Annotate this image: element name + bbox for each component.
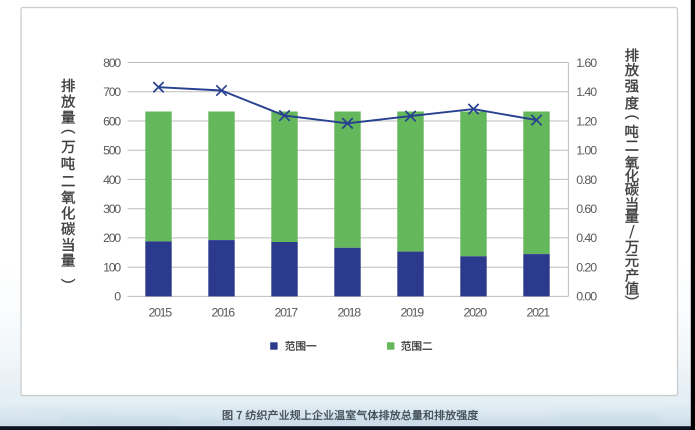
svg-text:100: 100 [103,261,121,275]
svg-text:0: 0 [114,290,121,304]
svg-text:1.60: 1.60 [576,56,597,70]
svg-text:1.00: 1.00 [576,144,597,158]
svg-text:500: 500 [103,144,121,158]
svg-text:2015: 2015 [149,306,173,320]
svg-text:0.40: 0.40 [576,231,597,245]
svg-text:400: 400 [103,173,121,187]
svg-text:700: 700 [103,85,121,99]
svg-text:0.80: 0.80 [576,173,597,187]
svg-text:2018: 2018 [338,306,362,320]
svg-text:2016: 2016 [212,306,236,320]
svg-text:200: 200 [103,231,121,245]
svg-text:600: 600 [103,114,121,128]
svg-text:0.20: 0.20 [576,261,597,275]
svg-text:300: 300 [103,202,121,216]
svg-text:1.40: 1.40 [576,85,597,99]
svg-text:2019: 2019 [401,306,425,320]
svg-text:0.00: 0.00 [576,290,597,304]
svg-text:1.20: 1.20 [576,114,597,128]
svg-text:2020: 2020 [464,306,488,320]
svg-text:0.60: 0.60 [576,202,597,216]
svg-text:2017: 2017 [275,306,299,320]
svg-text:2021: 2021 [527,306,551,320]
svg-text:800: 800 [103,56,121,70]
